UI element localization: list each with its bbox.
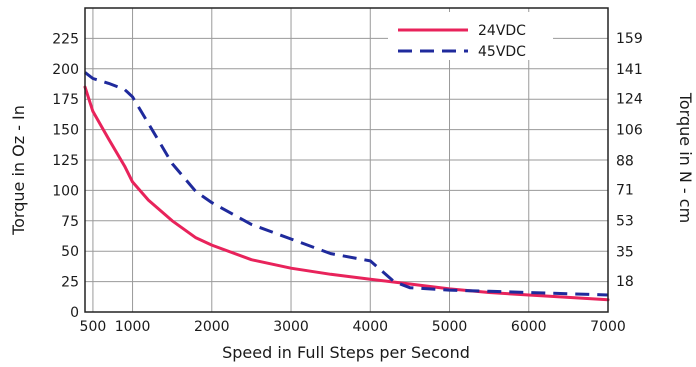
x-tick-label: 3000 <box>273 319 309 335</box>
left-y-tick-label: 175 <box>52 92 79 108</box>
left-y-tick-label: 150 <box>52 123 79 139</box>
right-y-tick-label: 159 <box>616 31 643 47</box>
x-tick-label: 1000 <box>115 319 151 335</box>
x-axis-title: Speed in Full Steps per Second <box>222 343 470 362</box>
left-y-tick-label: 0 <box>70 305 79 321</box>
x-tick-label: 5000 <box>432 319 468 335</box>
series-lines <box>83 71 610 302</box>
right-y-tick-label: 71 <box>616 183 634 199</box>
left-y-tick-label: 100 <box>52 183 79 199</box>
left-y-tick-label: 125 <box>52 153 79 169</box>
legend-box <box>388 12 553 60</box>
left-y-tick-label: 225 <box>52 31 79 47</box>
right-y-tick-label: 88 <box>616 153 634 169</box>
x-axis-ticks: 500 1000 2000 3000 4000 5000 6000 7000 <box>80 319 626 335</box>
right-y-tick-label: 106 <box>616 122 643 138</box>
x-tick-label: 500 <box>80 319 107 335</box>
right-y-tick-label: 141 <box>616 62 643 78</box>
right-y-axis-ticks: 18 35 53 71 88 106 124 141 159 <box>616 31 643 290</box>
series-line-45vdc <box>84 71 609 297</box>
right-y-tick-label: 35 <box>616 245 634 261</box>
right-y-tick-label: 18 <box>616 274 634 290</box>
x-tick-label: 2000 <box>194 319 230 335</box>
right-y-axis-title: Torque in N - cm <box>676 92 695 223</box>
legend-label-45vdc: 45VDC <box>478 44 526 60</box>
left-y-tick-label: 50 <box>61 244 79 260</box>
left-y-axis-ticks: 0 25 50 75 100 125 150 175 200 225 <box>52 31 79 321</box>
legend-label-24vdc: 24VDC <box>478 23 526 39</box>
left-y-tick-label: 200 <box>52 62 79 78</box>
left-y-tick-label: 75 <box>61 214 79 230</box>
x-tick-label: 7000 <box>590 319 626 335</box>
x-tick-label: 6000 <box>511 319 547 335</box>
plot-border <box>84 7 609 313</box>
left-y-tick-label: 25 <box>61 275 79 291</box>
right-y-tick-label: 53 <box>616 214 634 230</box>
x-tick-label: 4000 <box>352 319 388 335</box>
legend: 24VDC 45VDC <box>388 12 553 60</box>
left-y-axis-title: Torque in Oz - In <box>9 105 28 236</box>
right-y-tick-label: 124 <box>616 91 643 107</box>
